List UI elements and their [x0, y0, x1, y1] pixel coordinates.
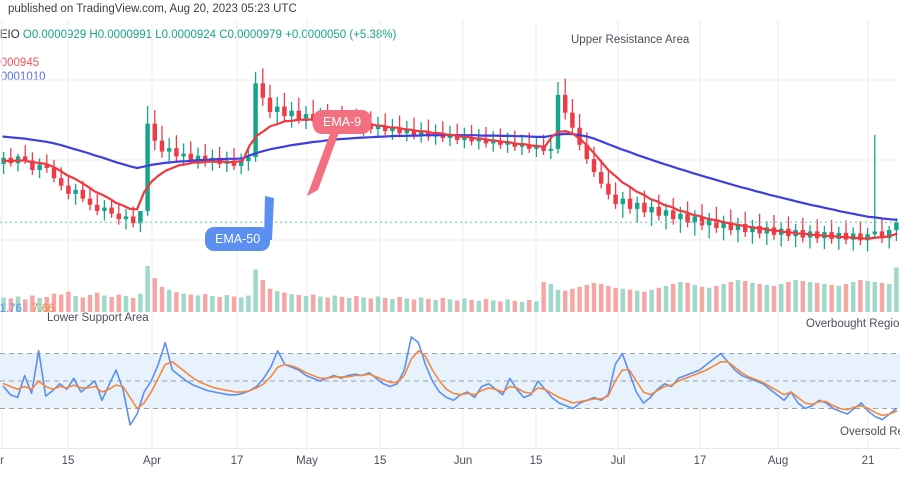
price-pane[interactable]: [0, 20, 900, 320]
legend-low: L0.0000924: [155, 29, 217, 41]
axis-tick-5: 15: [373, 455, 387, 467]
axis-tick-6: Jun: [453, 455, 473, 467]
rsi-value-orange: 7.66: [32, 303, 55, 315]
legend-high: H0.0000991: [89, 29, 153, 41]
axis-tick-11: 21: [861, 455, 875, 467]
axis-tick-0: r: [0, 455, 4, 467]
axis-tick-2: Apr: [143, 455, 161, 467]
legend-ema9-row: SMA, 5) 0.0000945: [0, 56, 396, 70]
overbought-region-label: Overbought Regio: [806, 318, 900, 330]
legend-open: O0.0000929: [22, 29, 87, 41]
lower-support-label: Lower Support Area: [47, 312, 149, 324]
axis-tick-9: 17: [693, 455, 707, 467]
ema9-callout-badge[interactable]: EMA-9: [313, 110, 372, 134]
rsi-plot[interactable]: [0, 320, 900, 448]
legend-close: C0.0000979: [219, 29, 282, 41]
legend-symbol[interactable]: er, 1D, GATEIO: [0, 29, 20, 41]
rsi-value-blue: 11.76: [0, 303, 22, 315]
axis-tick-4: May: [296, 455, 318, 467]
ema50-callout-badge[interactable]: EMA-50: [205, 227, 271, 251]
time-axis[interactable]: r 15 Apr 17 May 15 Jun 15 Jul 17 Aug 21: [0, 448, 900, 501]
axis-tick-7: 15: [529, 455, 543, 467]
legend-ohlc-row: er, 1D, GATEIO O0.0000929 H0.0000991 L0.…: [0, 28, 396, 42]
oversold-region-label: Oversold Re: [840, 426, 900, 438]
legend-ema9-value: 0.0000945: [0, 57, 40, 69]
axis-tick-8: Jul: [610, 455, 626, 467]
candlestick-plot[interactable]: [0, 20, 900, 320]
axis-tick-3: 17: [230, 455, 244, 467]
axis-tick-10: Aug: [767, 455, 789, 467]
axis-tick-1: 15: [61, 455, 75, 467]
rsi-pane[interactable]: [0, 320, 900, 448]
publish-watermark: published on TradingView.com, Aug 20, 20…: [8, 3, 297, 15]
legend-change: +0.0000050 (+5.38%): [285, 29, 397, 41]
upper-resistance-label: Upper Resistance Area: [571, 34, 690, 46]
